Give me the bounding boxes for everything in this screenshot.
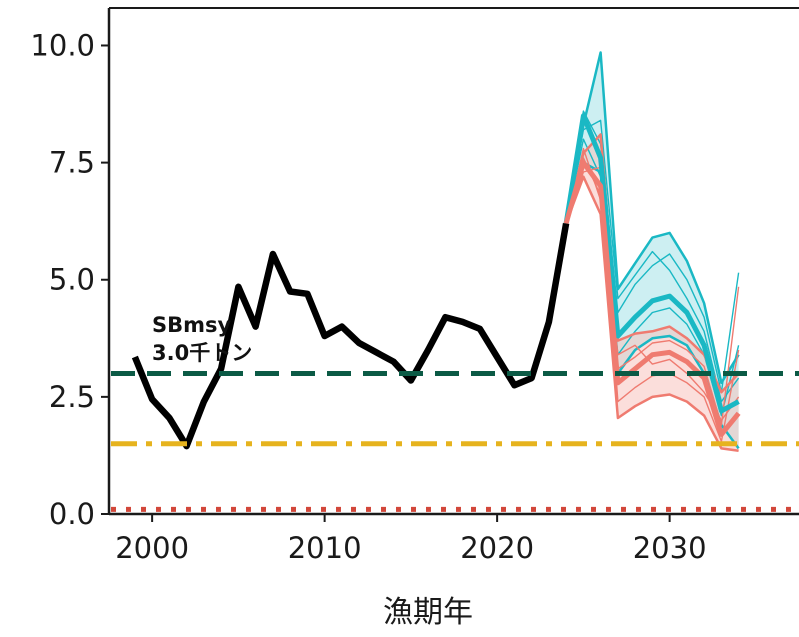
y-tick-label: 5.0	[49, 263, 95, 297]
scenario-2-median-line	[563, 160, 741, 437]
scenario-1-sample-line	[565, 110, 740, 393]
x-tick-label: 2000	[115, 531, 189, 565]
scenario-1-sample-line	[565, 119, 740, 403]
reference-lines	[111, 370, 799, 512]
y-tick-label: 0.0	[49, 497, 95, 531]
observed-series	[131, 222, 570, 450]
scenario-1-upper	[564, 51, 740, 385]
y-axis-ticks: 0.0 2.5 5.0 7.5 10.0	[30, 28, 109, 531]
y-tick-label: 10.0	[30, 28, 95, 62]
x-axis-ticks: 2000 2010 2020 2030	[115, 514, 707, 565]
sbmsy-annotation: SBmsy 3.0千トン	[152, 313, 252, 365]
scenario-2-lower	[564, 175, 739, 453]
sbmsy-annotation-line-1: SBmsy	[152, 313, 232, 337]
sbmsy-annotation-line-2: 3.0千トン	[152, 341, 252, 365]
axes	[107, 7, 799, 516]
x-axis-title: 漁期年	[383, 595, 473, 630]
y-tick-label: 2.5	[49, 380, 95, 414]
x-tick-label: 2010	[288, 531, 362, 565]
y-tick-label: 7.5	[49, 146, 95, 180]
projection-median-lines	[563, 113, 741, 437]
x-tick-label: 2020	[460, 531, 534, 565]
scenario-1-median-line	[563, 113, 740, 414]
observed-line	[131, 222, 570, 450]
x-tick-label: 2030	[633, 531, 707, 565]
